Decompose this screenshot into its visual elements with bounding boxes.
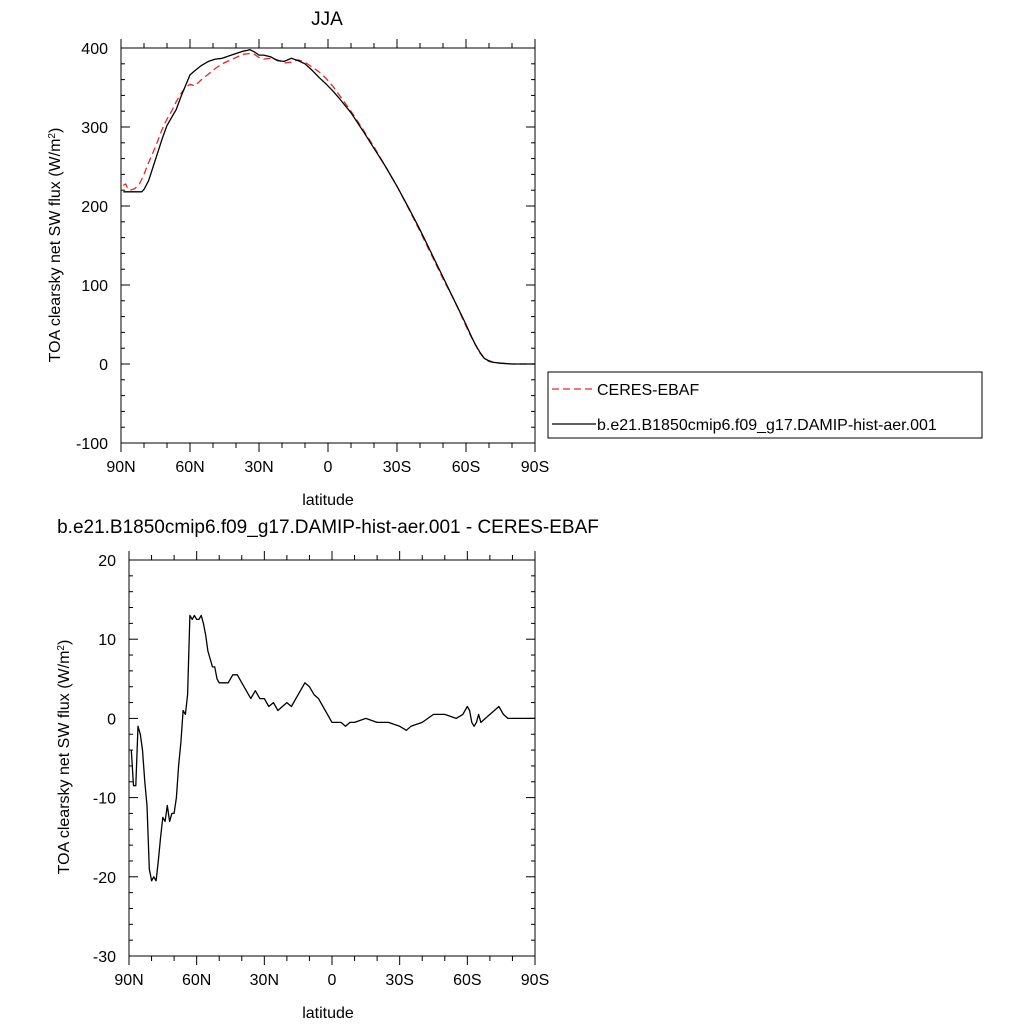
y-tick-label: -30 bbox=[93, 949, 116, 966]
x-tick-label: 30S bbox=[385, 972, 413, 989]
legend: CERES-EBAF b.e21.B1850cmip6.f09_g17.DAMI… bbox=[547, 371, 983, 439]
y-axis-label: TOA clearsky net SW flux (W/m2) bbox=[47, 128, 65, 363]
y-axis-ticks: -100 0 100 200 300 400 bbox=[76, 41, 535, 453]
series-line-difference bbox=[130, 614, 535, 882]
x-tick-label: 90S bbox=[521, 972, 549, 989]
x-tick-label: 60S bbox=[453, 972, 481, 989]
chart-title: JJA bbox=[311, 9, 343, 30]
x-tick-label: 60N bbox=[175, 459, 204, 476]
y-tick-label: 200 bbox=[81, 199, 108, 216]
series-line-model bbox=[123, 48, 535, 365]
x-tick-label: 30N bbox=[250, 972, 279, 989]
chart-difference: b.e21.B1850cmip6.f09_g17.DAMIP-hist-aer.… bbox=[56, 517, 599, 1022]
plot-frame bbox=[128, 559, 536, 957]
x-tick-label: 90N bbox=[106, 459, 135, 476]
y-axis-label: TOA clearsky net SW flux (W/m2) bbox=[56, 640, 74, 875]
x-tick-label: 30N bbox=[244, 459, 273, 476]
y-axis-label-main: TOA clearsky net SW flux (W/m bbox=[47, 139, 64, 363]
y-axis-label-sup: 2 bbox=[47, 133, 58, 139]
x-axis-ticks: 90N 60N 30N 0 30S 60S 90S bbox=[106, 39, 549, 476]
x-tick-label: 90N bbox=[114, 972, 143, 989]
legend-label-ceres: CERES-EBAF bbox=[597, 382, 699, 399]
x-tick-label: 0 bbox=[328, 972, 337, 989]
x-axis-label: latitude bbox=[302, 1005, 354, 1022]
y-axis-label-main: TOA clearsky net SW flux (W/m bbox=[56, 651, 73, 875]
y-tick-label: 0 bbox=[107, 711, 116, 728]
y-tick-label: 10 bbox=[98, 632, 116, 649]
plot-frame bbox=[120, 47, 536, 444]
legend-label-model: b.e21.B1850cmip6.f09_g17.DAMIP-hist-aer.… bbox=[597, 417, 937, 434]
data-lines bbox=[130, 614, 535, 882]
legend-box bbox=[547, 371, 983, 439]
x-tick-label: 90S bbox=[521, 459, 549, 476]
y-tick-label: -20 bbox=[93, 870, 116, 887]
x-axis-ticks: 90N 60N 30N 0 30S 60S 90S bbox=[114, 551, 549, 989]
series-line-ceres bbox=[122, 52, 535, 365]
y-tick-label: 100 bbox=[81, 278, 108, 295]
y-tick-label: 300 bbox=[81, 120, 108, 137]
x-axis-label: latitude bbox=[302, 492, 354, 509]
y-tick-label: 0 bbox=[99, 357, 108, 374]
chart-title: b.e21.B1850cmip6.f09_g17.DAMIP-hist-aer.… bbox=[57, 517, 599, 538]
y-axis-label-sup: 2 bbox=[56, 645, 67, 651]
x-tick-label: 0 bbox=[324, 459, 333, 476]
y-axis-label-tail: ) bbox=[56, 640, 73, 645]
x-tick-label: 30S bbox=[383, 459, 411, 476]
x-tick-label: 60S bbox=[452, 459, 480, 476]
y-tick-label: 20 bbox=[98, 553, 116, 570]
y-axis-ticks: -30 -20 -10 0 10 20 bbox=[93, 553, 535, 966]
y-tick-label: 400 bbox=[81, 41, 108, 58]
y-tick-label: -10 bbox=[93, 791, 116, 808]
data-lines bbox=[122, 48, 535, 365]
y-axis-label-tail: ) bbox=[47, 128, 64, 133]
x-tick-label: 60N bbox=[182, 972, 211, 989]
y-tick-label: -100 bbox=[76, 436, 108, 453]
